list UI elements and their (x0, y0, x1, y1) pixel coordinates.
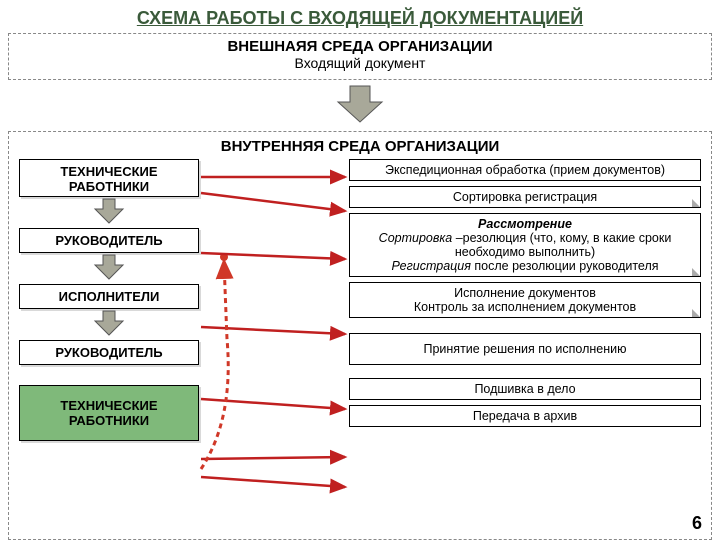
outer-env-title: ВНЕШНАЯЯ СРЕДА ОРГАНИЗАЦИИ (17, 38, 703, 55)
step-review-line2: Регистрация после резолюции руководителя (356, 259, 694, 273)
diagram-grid: ТЕХНИЧЕСКИЕ РАБОТНИКИ РУКОВОДИТЕЛЬ ИСПОЛ… (19, 159, 701, 529)
step-decision: Принятие решения по исполнению (349, 333, 701, 365)
step-filing: Подшивка в дело (349, 378, 701, 400)
step-execution: Исполнение документов Контроль за исполн… (349, 282, 701, 318)
step-review: Рассмотрение Сортировка –резолюция (что,… (349, 213, 701, 277)
diagram-title: СХЕМА РАБОТЫ С ВХОДЯЩЕЙ ДОКУМЕНТАЦИЕЙ (8, 8, 712, 29)
role-manager-1: РУКОВОДИТЕЛЬ (19, 228, 199, 253)
step-expedition: Экспедиционная обработка (прием документ… (349, 159, 701, 181)
down-arrow-2 (19, 253, 199, 286)
step-review-line1: Сортировка –резолюция (что, кому, в каки… (356, 231, 694, 259)
step-archive: Передача в архив (349, 405, 701, 427)
down-arrow-3 (19, 309, 199, 342)
role-tech-workers-2: ТЕХНИЧЕСКИЕ РАБОТНИКИ (19, 385, 199, 441)
down-arrow-big (8, 84, 712, 129)
inner-env-title: ВНУТРЕННЯЯ СРЕДА ОРГАНИЗАЦИИ (19, 138, 701, 155)
outer-environment-box: ВНЕШНАЯЯ СРЕДА ОРГАНИЗАЦИИ Входящий доку… (8, 33, 712, 80)
step-sort-register: Сортировка регистрация (349, 186, 701, 208)
outer-env-subtitle: Входящий документ (17, 55, 703, 71)
role-tech-workers-1: ТЕХНИЧЕСКИЕ РАБОТНИКИ (19, 159, 199, 197)
page-number: 6 (692, 513, 702, 534)
down-arrow-1 (19, 197, 199, 230)
roles-column: ТЕХНИЧЕСКИЕ РАБОТНИКИ РУКОВОДИТЕЛЬ ИСПОЛ… (19, 159, 199, 443)
inner-environment-box: ВНУТРЕННЯЯ СРЕДА ОРГАНИЗАЦИИ ТЕХНИЧЕСКИЕ… (8, 131, 712, 540)
step-review-title: Рассмотрение (356, 217, 694, 231)
role-manager-2: РУКОВОДИТЕЛЬ (19, 340, 199, 365)
steps-column: Экспедиционная обработка (прием документ… (349, 159, 701, 427)
role-executors: ИСПОЛНИТЕЛИ (19, 284, 199, 309)
